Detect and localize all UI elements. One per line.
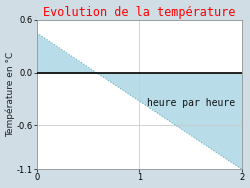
Text: heure par heure: heure par heure: [146, 98, 235, 108]
Y-axis label: Température en °C: Température en °C: [6, 52, 15, 137]
Title: Evolution de la température: Evolution de la température: [43, 6, 235, 19]
